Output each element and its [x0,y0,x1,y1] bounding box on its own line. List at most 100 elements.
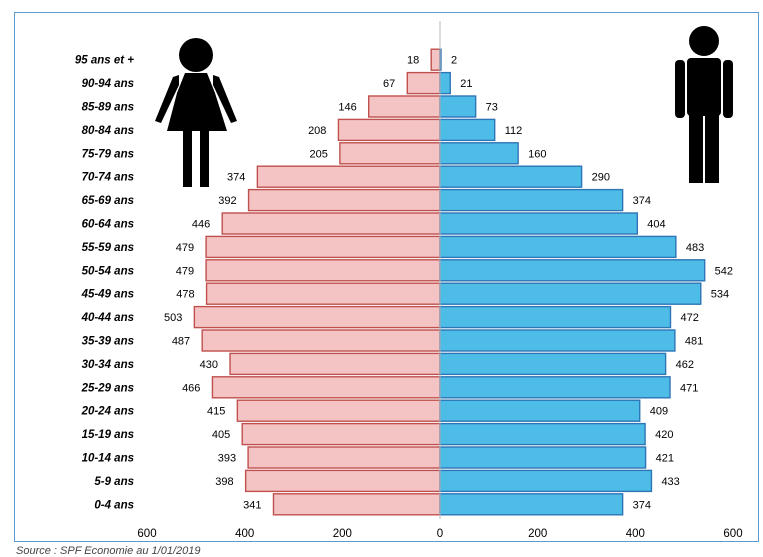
x-tick-label: 0 [437,528,443,540]
male-silhouette-icon [675,26,733,183]
category-label: 10-14 ans [82,453,134,465]
bar-female [339,142,441,165]
value-label-male: 374 [633,499,651,511]
bar-female [241,422,441,446]
value-label-female: 466 [182,382,200,394]
value-label-female: 398 [215,476,233,488]
category-label: 25-29 ans [81,382,134,394]
value-label-female: 446 [192,219,210,231]
category-label: 35-39 ans [82,336,134,348]
value-label-female: 479 [176,242,194,254]
value-label-male: 290 [592,172,610,184]
value-label-female: 503 [164,312,182,324]
bar-female [337,118,441,142]
value-label-female: 374 [227,172,245,184]
bar-female [430,48,441,71]
value-label-male: 160 [528,148,546,160]
population-pyramid-chart: 0-4 ans 341 374 5-9 ans 398 433 10-14 ans 393 42… [75,21,743,540]
bar-male [439,446,647,469]
bar-male [439,235,677,259]
value-label-female: 392 [218,195,236,207]
value-label-male: 472 [680,312,698,324]
bar-female [205,282,441,305]
value-label-male: 112 [505,125,523,137]
bar-female [368,95,441,118]
category-label: 45-49 ans [81,289,134,301]
category-label: 50-54 ans [82,265,134,277]
category-label: 75-79 ans [82,148,134,160]
bar-male [439,282,702,305]
value-label-male: 481 [685,336,703,348]
value-label-female: 430 [200,359,218,371]
chart-frame: 0-4 ans 341 374 5-9 ans 398 433 10-14 ans 393 42… [14,12,759,542]
x-tick-label: 200 [333,528,352,540]
category-label: 70-74 ans [82,172,134,184]
bar-male [439,259,706,282]
bar-female [211,376,441,399]
bar-female [247,446,441,469]
bar-female [236,399,441,422]
value-label-female: 67 [383,78,395,90]
bar-female [205,235,441,259]
value-label-female: 479 [176,265,194,277]
value-label-female: 208 [308,125,326,137]
category-label: 30-34 ans [82,359,134,371]
bar-male [439,95,477,118]
bar-male [439,71,451,95]
bar-male [439,469,653,493]
x-tick-label: 400 [235,528,254,540]
value-label-male: 404 [647,219,665,231]
value-label-female: 393 [218,453,236,465]
x-tick-label: 200 [528,528,547,540]
category-label: 0-4 ans [94,499,134,511]
chart-source-note: Source : SPF Economie au 1/01/2019 [16,545,201,557]
value-label-female: 478 [176,289,194,301]
bar-male [439,188,624,212]
value-label-female: 405 [212,429,230,441]
value-label-male: 21 [460,78,472,90]
bar-male [439,352,667,376]
bar-male [439,493,624,516]
bar-female [193,305,441,329]
bar-female [256,165,441,188]
bar-male [439,376,671,399]
bar-male [439,165,583,188]
bar-male [439,305,672,329]
bar-male [439,212,638,235]
value-label-female: 18 [407,55,419,67]
bar-male [439,142,519,165]
bar-female [272,493,441,516]
value-label-male: 534 [711,289,729,301]
category-label: 80-84 ans [82,125,134,137]
value-label-male: 420 [655,429,673,441]
value-label-male: 471 [680,382,698,394]
bar-female [201,329,441,352]
value-label-male: 542 [715,265,733,277]
category-label: 20-24 ans [81,406,134,418]
category-label: 60-64 ans [82,219,134,231]
value-label-male: 73 [486,102,498,114]
x-tick-label: 600 [137,528,156,540]
value-label-female: 341 [243,499,261,511]
value-label-male: 483 [686,242,704,254]
bar-male [439,118,496,142]
bar-female [205,259,441,282]
bar-male [439,329,676,352]
female-silhouette-icon [155,38,237,187]
category-label: 40-44 ans [81,312,134,324]
category-label: 65-69 ans [82,195,134,207]
value-label-male: 462 [676,359,694,371]
bar-female [247,188,441,212]
bar-male [439,422,646,446]
bar-female [406,71,441,95]
value-label-female: 415 [207,406,225,418]
value-label-male: 374 [633,195,651,207]
bar-female [229,352,441,376]
category-label: 55-59 ans [82,242,134,254]
value-label-female: 487 [172,336,190,348]
x-tick-label: 400 [626,528,645,540]
value-label-male: 433 [661,476,679,488]
value-label-female: 146 [338,102,356,114]
category-label: 5-9 ans [94,476,134,488]
value-label-male: 2 [451,55,457,67]
